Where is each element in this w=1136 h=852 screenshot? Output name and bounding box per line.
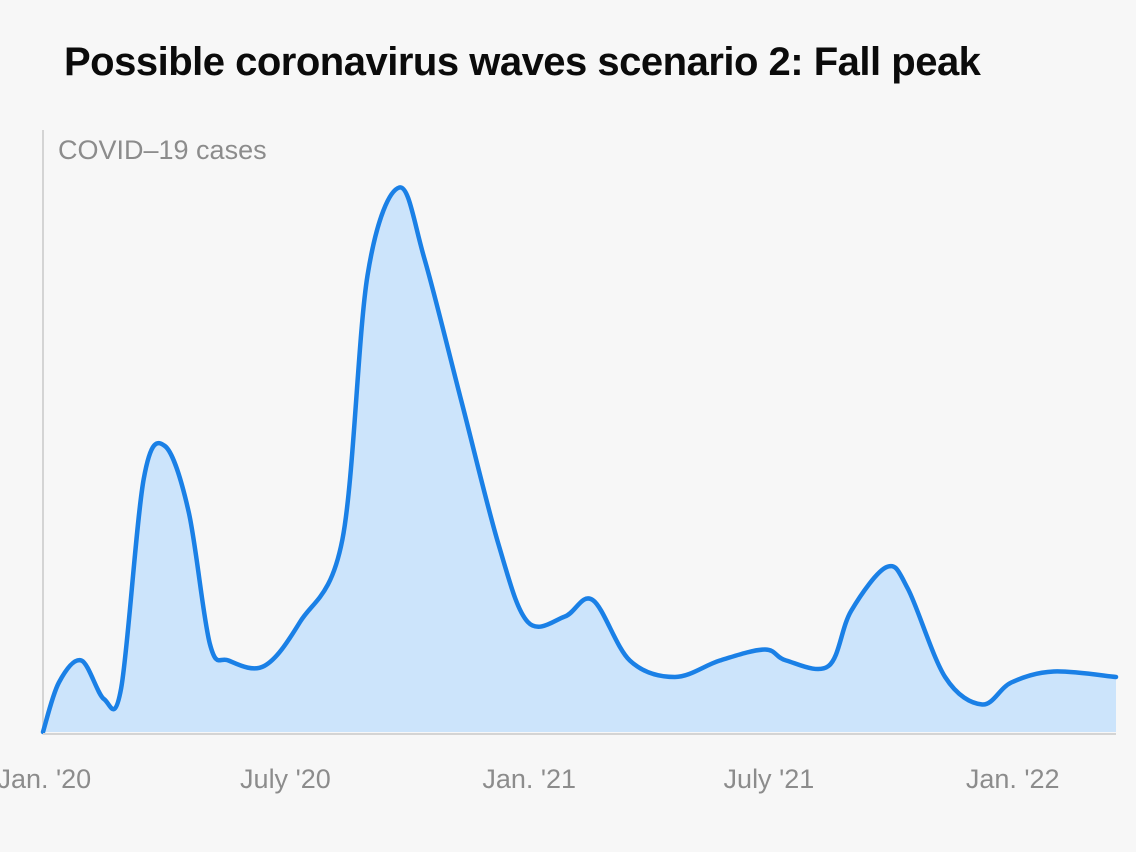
chart-title: Possible coronavirus waves scenario 2: F… (64, 40, 981, 84)
x-tick-label: Jan. '22 (966, 764, 1060, 794)
x-tick-label: Jan. '20 (0, 764, 91, 794)
x-tick-label: July '21 (724, 764, 815, 794)
x-tick-label: July '20 (240, 764, 331, 794)
series-line (40, 185, 1119, 735)
x-tick-label: Jan. '21 (482, 764, 576, 794)
series-area-fill (43, 187, 1116, 732)
y-axis-label: COVID–19 cases (58, 135, 267, 165)
